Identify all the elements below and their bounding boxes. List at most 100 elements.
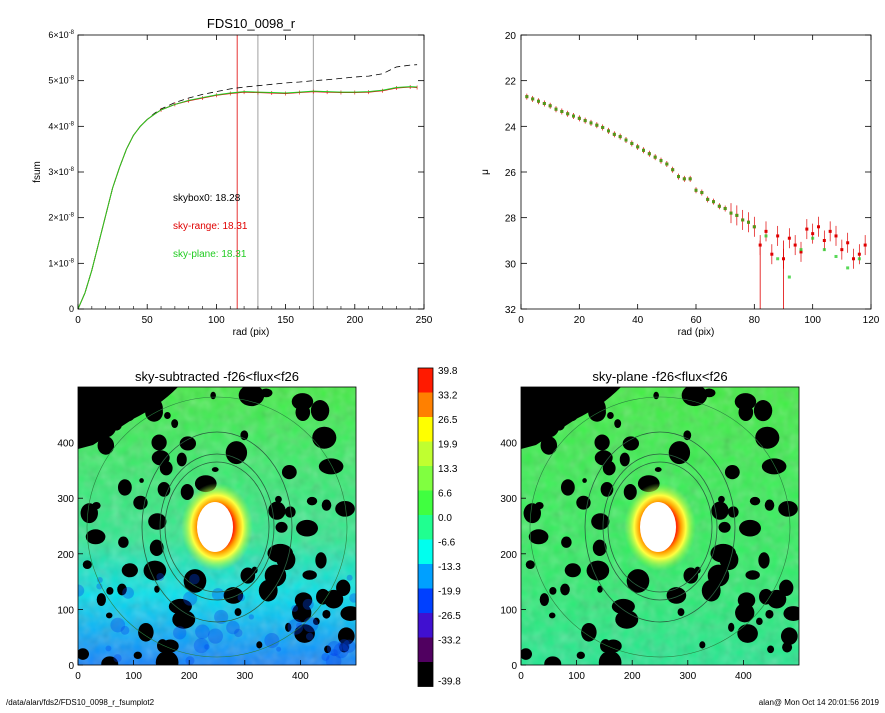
masked-source [318, 458, 344, 475]
masked-source [537, 415, 560, 438]
masked-source [780, 627, 798, 645]
mu-point [712, 200, 715, 204]
colorbar-label: -26.5 [438, 611, 461, 622]
y-tick-exponent: -8 [69, 213, 75, 219]
x-tick-label: 200 [346, 315, 363, 326]
mu-point [665, 162, 669, 166]
mu-point [618, 135, 622, 139]
masked-source [653, 391, 659, 400]
masked-source [97, 436, 115, 455]
sky-fluctuation [325, 653, 342, 665]
masked-source [783, 606, 799, 621]
masked-source [240, 567, 256, 584]
masked-source [619, 452, 630, 467]
aperture-limit [86, 396, 348, 658]
footer-path: /data/alan/fds2/FDS10_0098_r_fsumplot2 [6, 698, 155, 707]
colorbar-label: -6.6 [438, 538, 456, 549]
mu-point [776, 257, 780, 261]
masked-source [133, 651, 142, 660]
x-tick-label: 100 [804, 315, 821, 326]
mu-point [682, 177, 686, 181]
masked-source [779, 579, 794, 597]
masked-source [560, 583, 570, 596]
masked-source [321, 499, 332, 511]
mu-point [554, 107, 558, 111]
aperture-mid [159, 453, 275, 601]
masked-source [157, 639, 169, 653]
masked-source [765, 609, 774, 619]
colorbar-label: 39.8 [438, 366, 458, 377]
y-tick-label: 300 [500, 494, 517, 505]
sky-fluctuation [120, 625, 130, 635]
x-tick-label: 400 [292, 671, 309, 682]
annotation-skybox0: skybox0: 18.28 [173, 193, 241, 204]
masked-source [626, 569, 650, 593]
masked-source [734, 393, 757, 411]
masked-source [145, 403, 163, 422]
fsum-series-line [77, 64, 418, 310]
y-tick-label: 24 [505, 122, 517, 133]
masked-source [761, 458, 787, 475]
y-tick-mantissa: 6×10 [48, 30, 68, 40]
masked-source [594, 434, 610, 451]
y-tick-label: 6×10-8 [48, 30, 74, 40]
masked-source [164, 412, 171, 419]
masked-source [306, 496, 318, 506]
masked-source [183, 569, 207, 593]
masked-source [553, 419, 565, 431]
y-tick-label: 5×10-8 [48, 76, 74, 86]
masked-source [78, 648, 90, 660]
mu-point [572, 114, 575, 118]
y-tick-label: 200 [500, 550, 517, 561]
sky-fluctuation [303, 617, 319, 633]
masked-source [151, 434, 167, 451]
mu-point [764, 234, 768, 238]
masked-source [85, 529, 106, 545]
masked-source [564, 563, 581, 578]
y-tick-label: 300 [57, 494, 74, 505]
mu-point [677, 175, 680, 179]
masked-source [179, 436, 197, 451]
masked-source [779, 595, 785, 603]
masked-source [654, 467, 662, 472]
mu-point [630, 141, 634, 145]
masked-source [600, 639, 612, 653]
masked-source [758, 552, 770, 569]
aperture-mid [602, 453, 718, 601]
x-tick-label: 200 [181, 671, 198, 682]
masked-source [292, 603, 312, 623]
mu-point [723, 207, 727, 211]
masked-source [755, 426, 780, 449]
y-tick-label: 400 [57, 439, 74, 450]
colorbar-swatch [418, 490, 433, 515]
fsum-plot-frame [77, 34, 425, 310]
colorbar-swatch [418, 515, 433, 540]
mu-point [747, 220, 750, 224]
masked-source [139, 478, 144, 483]
masked-source [176, 452, 187, 467]
sky-fluctuation [305, 632, 314, 641]
masked-source [544, 656, 562, 665]
mu-point [787, 236, 791, 240]
x-tick-label: 400 [735, 671, 752, 682]
mu-point [735, 213, 739, 217]
x-tick-label: 100 [125, 671, 142, 682]
y-tick-mantissa: 2×10 [48, 213, 68, 223]
mu-point [852, 257, 855, 261]
mu-point [577, 116, 581, 120]
masked-source [710, 543, 737, 563]
mu-xlabel: rad (pix) [678, 327, 715, 338]
x-tick-label: 300 [679, 671, 696, 682]
mu-point [828, 229, 832, 233]
annotation-sky-range: sky-range: 18.31 [173, 221, 248, 232]
masked-source [340, 606, 356, 621]
x-tick-label: 50 [142, 315, 154, 326]
mu-point [659, 159, 663, 163]
masked-source [681, 387, 708, 407]
masked-source [564, 401, 580, 422]
x-tick-label: 0 [518, 315, 524, 326]
masked-source [94, 415, 117, 438]
x-tick-label: 80 [749, 315, 761, 326]
mu-point [694, 188, 698, 192]
footer-timestamp: alan@ Mon Oct 14 20:01:56 2019 [758, 698, 879, 707]
